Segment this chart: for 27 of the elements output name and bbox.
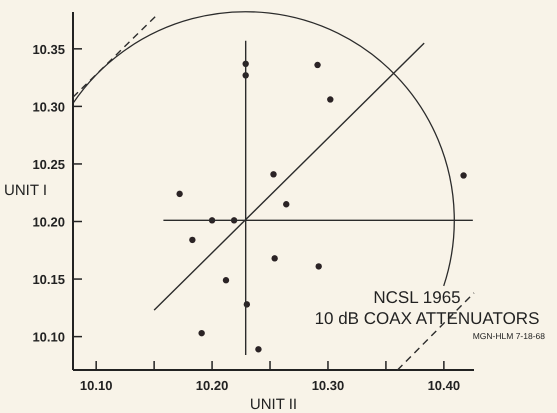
point [270, 171, 277, 178]
y-tick-label: 10.25 [32, 156, 65, 172]
x-axis-title: UNIT II [250, 396, 298, 413]
y-tick-label: 10.20 [32, 214, 65, 230]
y-tick-label: 10.30 [32, 99, 65, 114]
point [316, 263, 322, 270]
x-tick-label: 10.10 [80, 378, 112, 393]
point [271, 255, 278, 262]
y-tick-label: 10.10 [32, 330, 65, 345]
y-tick-label: 10.15 [32, 272, 65, 288]
x-tick-label: 10.40 [428, 378, 460, 393]
point [222, 277, 230, 284]
y-axis-title: UNIT I [4, 182, 48, 200]
y-tick-label: 10.35 [32, 42, 65, 57]
annotation: MGN-HLM 7-18-68 [472, 331, 546, 341]
x-tick-label: 10.20 [196, 378, 228, 393]
point [314, 62, 321, 68]
text: 10 dB COAX ATTENUATORS [314, 309, 540, 328]
point [327, 96, 334, 103]
point [460, 172, 467, 179]
point [189, 236, 196, 244]
point [283, 201, 290, 208]
point [176, 190, 183, 198]
point [255, 346, 262, 352]
point [198, 330, 205, 336]
text: NCSL 1965 [373, 288, 461, 307]
x-tick-label: 10.30 [312, 378, 344, 393]
